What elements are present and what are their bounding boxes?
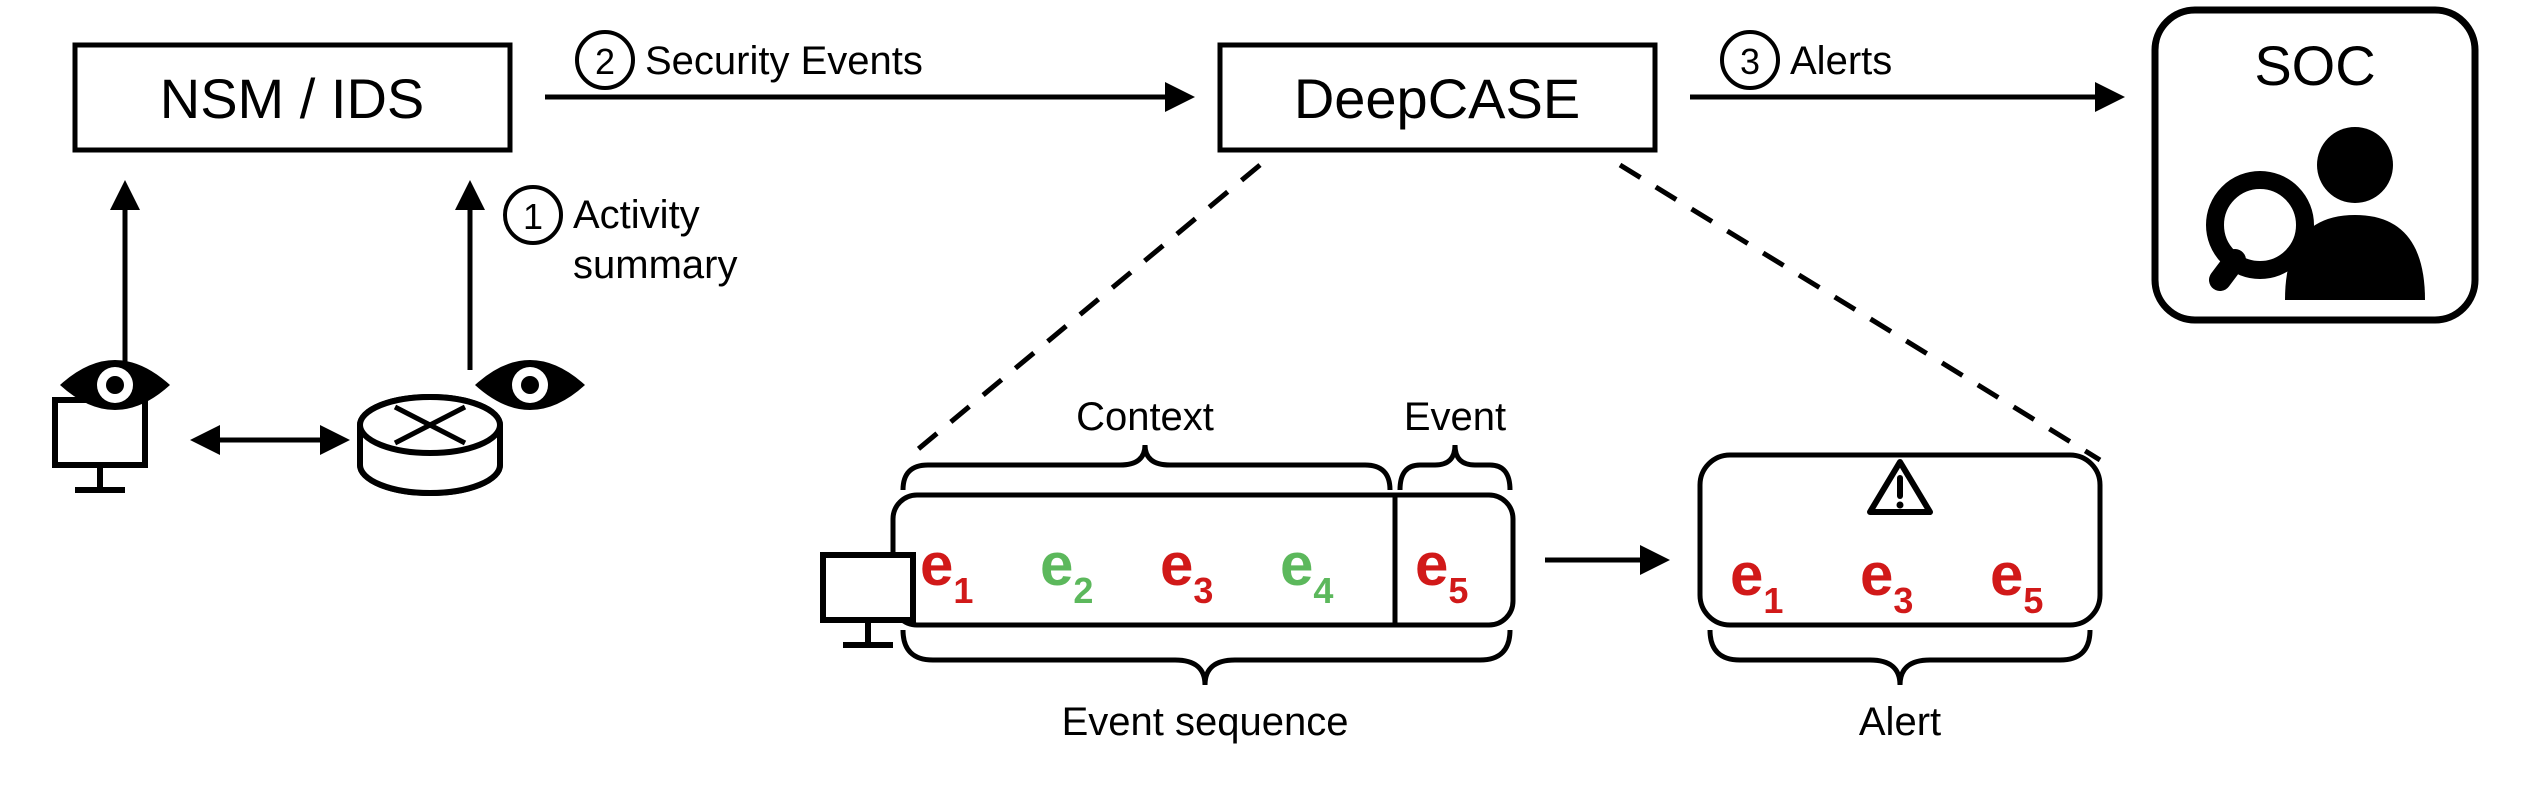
event-brace: Event [1400,395,1510,490]
eye-icon-router [475,360,585,410]
nsm-ids-label: NSM / IDS [160,67,424,130]
alert-ev-3: e3 [1860,541,1913,621]
step-badge-2: 2 [577,32,633,88]
arrow-alerts: 3 Alerts [1690,32,2120,97]
warning-icon [1870,462,1930,512]
event-sequence-box: e1 e2 e3 e4 e5 [893,495,1513,625]
endpoint-icon [55,400,145,490]
ev-1: e1 [920,531,973,611]
ev-3: e3 [1160,531,1213,611]
step-num-1: 1 [523,196,543,237]
arrow-security-events: 2 Security Events [545,32,1190,97]
deepcase-node: DeepCASE [1220,45,1655,150]
step1-label-line2: summary [573,243,737,287]
step-badge-1-group: 1 Activity summary [505,187,737,287]
alert-brace: Alert [1710,630,2090,744]
soc-analyst-icon [2215,127,2425,300]
sequence-label: Event sequence [1062,700,1349,744]
step1-label-line1: Activity [573,193,700,237]
arrow-label-events: Security Events [645,39,923,83]
context-label: Context [1076,395,1214,439]
step-num-2: 2 [595,41,615,82]
router-icon [360,397,500,493]
step-num-3: 3 [1740,41,1760,82]
sequence-endpoint-icon [823,555,913,645]
alert-ev-1: e1 [1730,541,1783,621]
alert-label: Alert [1859,700,1941,744]
soc-node: SOC [2155,10,2475,320]
alert-ev-5: e5 [1990,541,2043,621]
context-brace: Context [903,395,1390,490]
ev-4: e4 [1280,531,1333,611]
ev-2: e2 [1040,531,1093,611]
deepcase-label: DeepCASE [1294,67,1580,130]
nsm-ids-node: NSM / IDS [75,45,510,150]
dashed-right [1620,165,2100,460]
alert-box: e1 e3 e5 [1700,455,2100,625]
arrow-label-alerts: Alerts [1790,39,1892,83]
ev-5: e5 [1415,531,1468,611]
event-label: Event [1404,395,1506,439]
sequence-brace: Event sequence [903,630,1510,744]
step-badge-3: 3 [1722,32,1778,88]
diagram-canvas: NSM / IDS DeepCASE SOC 2 Security Events [0,0,2522,792]
soc-label: SOC [2254,34,2375,97]
